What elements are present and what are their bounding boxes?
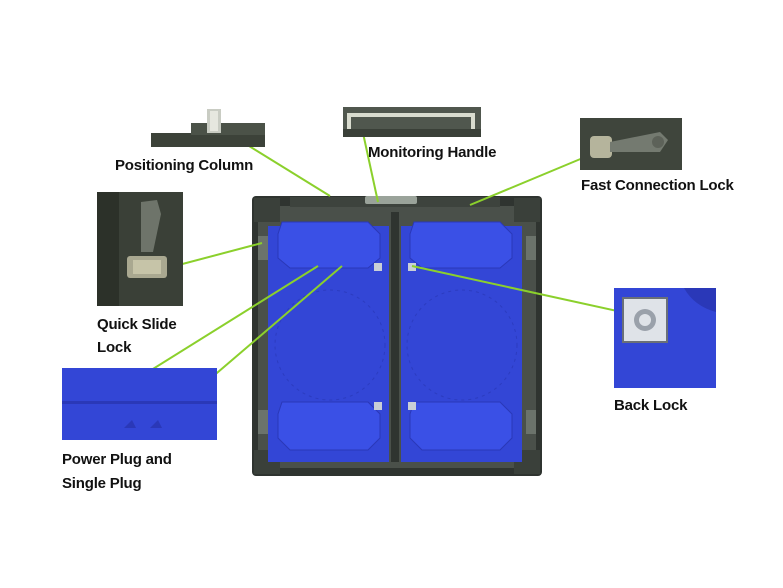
label-monitoring-handle: Monitoring Handle <box>368 144 497 161</box>
power-plug-image <box>62 368 217 440</box>
back-lock-image <box>614 288 716 388</box>
quick-slide-lock-thumbnail <box>97 192 183 306</box>
fast-connection-lock-thumbnail <box>580 118 682 170</box>
label-power-plug-line2: Single Plug <box>62 475 142 492</box>
back-lock-thumbnail <box>614 288 716 388</box>
power-plug-thumbnail <box>62 368 217 440</box>
label-power-plug-line1: Power Plug and <box>62 451 172 468</box>
positioning-column-image <box>151 109 265 147</box>
fast-connection-lock-image <box>580 118 682 170</box>
left-module <box>268 221 389 462</box>
callout-line-monitoring-handle <box>362 132 379 203</box>
positioning-column-thumbnail <box>151 109 265 147</box>
label-positioning-column: Positioning Column <box>115 157 254 174</box>
label-quick-slide-lock-line1: Quick Slide <box>97 316 177 333</box>
label-quick-slide-lock-line2: Lock <box>97 339 132 356</box>
right-module <box>401 221 522 462</box>
callout-line-fast-connection-lock <box>469 154 591 206</box>
monitoring-handle-image <box>343 107 481 137</box>
label-back-lock: Back Lock <box>614 397 688 414</box>
quick-slide-lock-image <box>97 192 183 306</box>
label-fast-connection-lock: Fast Connection Lock <box>581 177 734 194</box>
monitoring-handle-thumbnail <box>343 107 481 137</box>
callout-line-back-lock <box>411 265 641 317</box>
